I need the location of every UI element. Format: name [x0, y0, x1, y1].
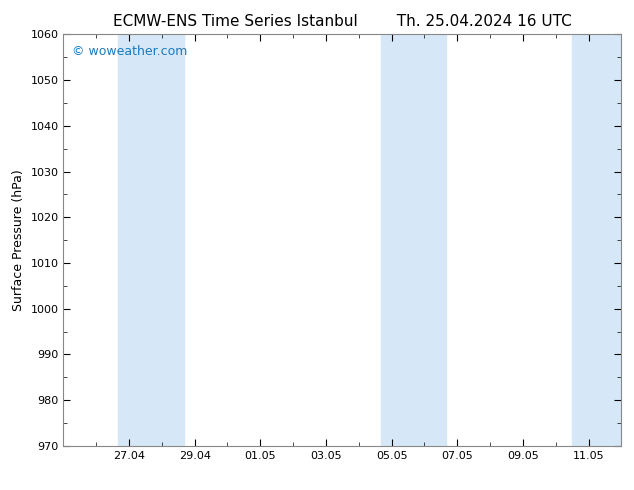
Bar [118, 34, 184, 446]
Bar [381, 34, 446, 446]
Title: ECMW-ENS Time Series Istanbul        Th. 25.04.2024 16 UTC: ECMW-ENS Time Series Istanbul Th. 25.04.… [113, 14, 572, 29]
Y-axis label: Surface Pressure (hPa): Surface Pressure (hPa) [12, 169, 25, 311]
Bar [572, 34, 621, 446]
Text: © woweather.com: © woweather.com [72, 45, 187, 58]
